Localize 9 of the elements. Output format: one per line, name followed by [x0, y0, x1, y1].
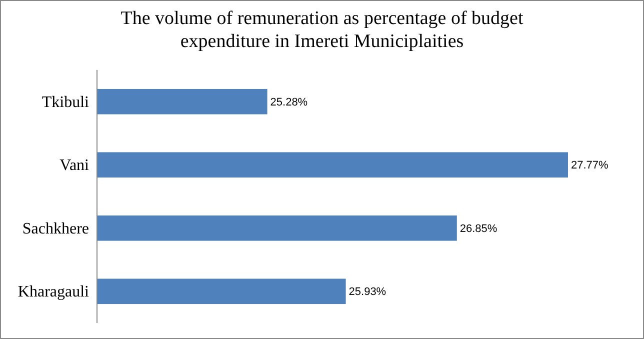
y-tick-label: Sachkhere — [22, 220, 89, 238]
data-label: 26.85% — [460, 222, 498, 235]
data-label: 25.28% — [270, 96, 308, 108]
data-label: 27.77% — [571, 160, 609, 172]
y-tick-label: Tkibuli — [42, 94, 90, 111]
y-tick-label: Kharagauli — [18, 283, 90, 300]
chart-title: The volume of remuneration as percentage of budget expenditure in Imereti Municiplaities — [120, 8, 524, 52]
y-tick-label: Vani — [60, 156, 90, 174]
data-label: 25.93% — [348, 286, 386, 298]
